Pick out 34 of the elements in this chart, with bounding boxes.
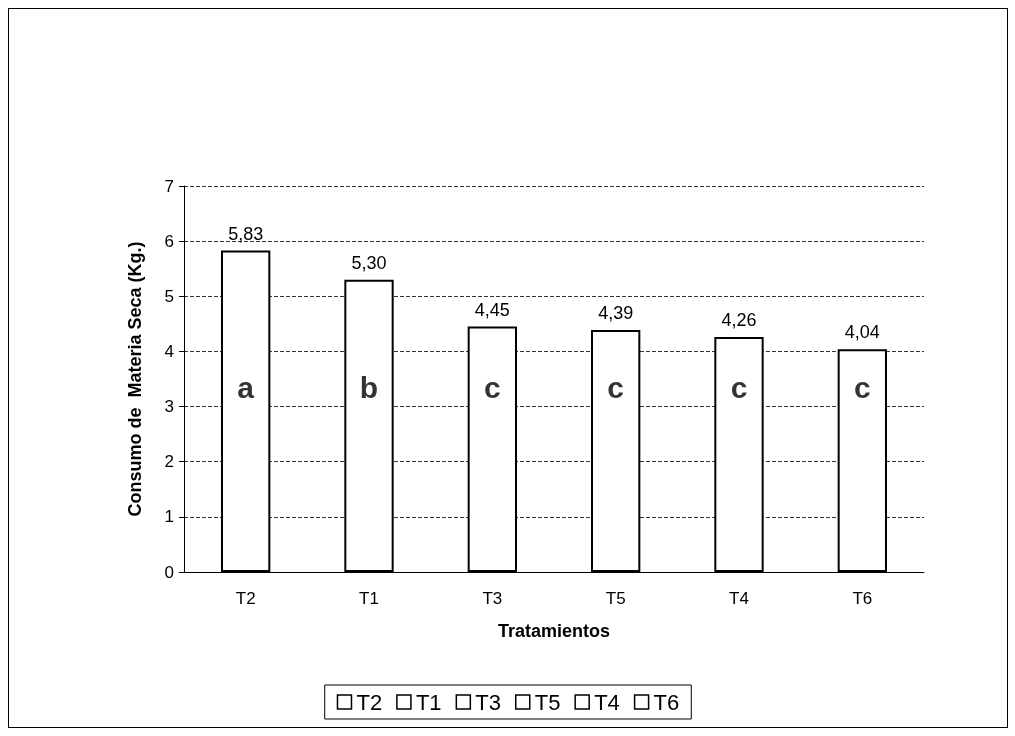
legend-label: T4 (594, 689, 620, 715)
x-axis-title: Tratamientos (497, 621, 611, 641)
data-label: 4,45 (474, 299, 510, 320)
data-label: 5,83 (228, 223, 264, 244)
y-tick-label: 2 (164, 452, 174, 472)
y-axis-title: Consumo de Materia Seca (Kg.) (125, 241, 145, 517)
annotation: c (730, 370, 748, 404)
data-label: 4,26 (721, 310, 757, 331)
data-label: 5,30 (351, 252, 387, 273)
y-tick-label: 5 (164, 286, 174, 306)
annotation: c (483, 370, 501, 404)
annotation: a (237, 370, 255, 404)
legend-label: T6 (653, 689, 680, 715)
y-tick-label: 3 (164, 397, 174, 417)
x-tick-label: T2 (235, 589, 256, 608)
annotation: c (607, 370, 625, 404)
y-tick-label: 1 (164, 507, 174, 527)
legend-label: T2 (356, 689, 383, 715)
legend-label: T3 (475, 689, 502, 715)
legend-label: T5 (534, 689, 561, 715)
data-label: 4,39 (598, 302, 634, 323)
x-tick-label: T1 (359, 589, 379, 608)
x-tick-label: T5 (605, 589, 626, 608)
y-tick-label: 6 (164, 231, 174, 251)
annotation: c (853, 370, 871, 404)
x-tick-label: T4 (729, 589, 749, 608)
legend-label: T1 (415, 689, 442, 715)
x-tick-label: T6 (852, 589, 873, 608)
y-tick-label: 4 (164, 341, 174, 361)
data-label: 4,04 (844, 322, 880, 343)
x-tick-label: T3 (482, 589, 503, 608)
y-tick-label: 7 (164, 176, 174, 196)
y-tick-label: 0 (164, 562, 174, 582)
annotation: b (359, 370, 379, 404)
